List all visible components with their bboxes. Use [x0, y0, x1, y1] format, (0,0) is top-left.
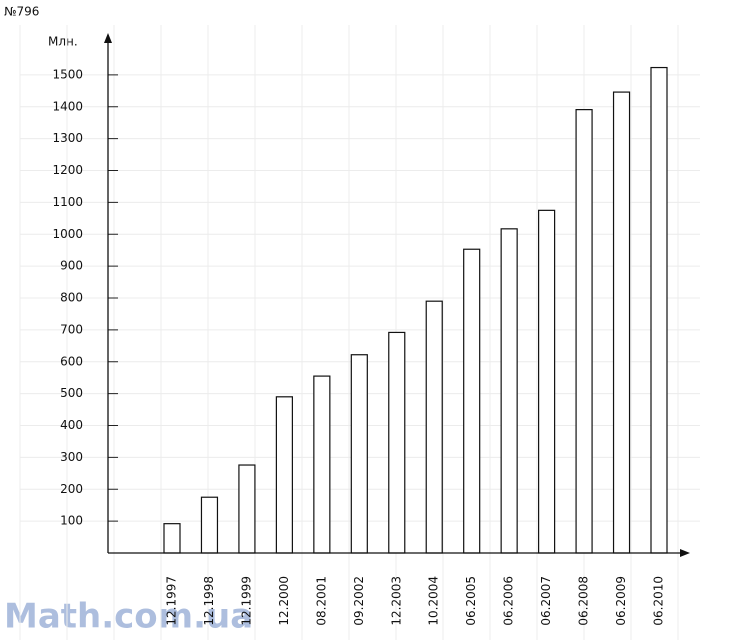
y-axis-label: Млн. — [48, 35, 78, 49]
y-tick-label: 800 — [60, 291, 83, 305]
bar — [575, 109, 593, 554]
y-tick-label: 1100 — [52, 195, 83, 209]
bar — [200, 496, 219, 554]
bar — [238, 464, 256, 554]
bar — [463, 248, 481, 554]
bar — [388, 331, 406, 554]
y-axis-arrow — [104, 33, 112, 43]
y-tick-label: 1200 — [52, 163, 83, 177]
y-tick-label: 1300 — [52, 131, 83, 145]
y-tick-label: 200 — [60, 482, 83, 496]
bar — [163, 523, 181, 554]
y-tick-label: 700 — [60, 322, 83, 336]
x-tick-label: 06.2010 — [652, 576, 666, 626]
bar — [425, 300, 443, 554]
x-tick-label: 06.2007 — [539, 576, 553, 626]
y-tick-label: 1000 — [52, 227, 83, 241]
x-tick-label: 10.2004 — [427, 576, 441, 626]
x-tick-label: 12.1999 — [239, 576, 253, 626]
bar — [538, 209, 556, 554]
y-tick-label: 900 — [60, 259, 83, 273]
x-tick-label: 09.2002 — [352, 576, 366, 626]
x-tick-label: 06.2008 — [577, 576, 591, 626]
y-tick-label: 300 — [60, 450, 83, 464]
x-tick-label: 06.2005 — [464, 576, 478, 626]
y-tick-label: 400 — [60, 418, 83, 432]
x-tick-label: 08.2001 — [314, 576, 328, 626]
chart-title: №796 — [4, 5, 39, 19]
y-tick-label: 1400 — [52, 99, 83, 113]
bar — [275, 396, 293, 554]
x-tick-label: 12.1998 — [202, 576, 216, 626]
x-tick-label: 12.2000 — [277, 576, 291, 626]
bar — [313, 375, 331, 554]
y-tick-label: 500 — [60, 386, 83, 400]
y-tick-label: 100 — [60, 514, 83, 528]
bar — [650, 66, 668, 554]
watermark: Math.com.ua — [4, 597, 253, 637]
x-tick-label: 06.2006 — [502, 576, 516, 626]
x-axis-arrow — [680, 549, 690, 557]
bar — [612, 91, 631, 554]
y-tick-label: 1500 — [52, 67, 83, 81]
y-tick-label: 600 — [60, 354, 83, 368]
x-tick-label: 06.2009 — [614, 576, 628, 626]
bar — [500, 228, 518, 554]
bar — [350, 354, 368, 554]
x-tick-label: 12.1997 — [165, 576, 179, 626]
x-tick-label: 12.2003 — [389, 576, 403, 626]
